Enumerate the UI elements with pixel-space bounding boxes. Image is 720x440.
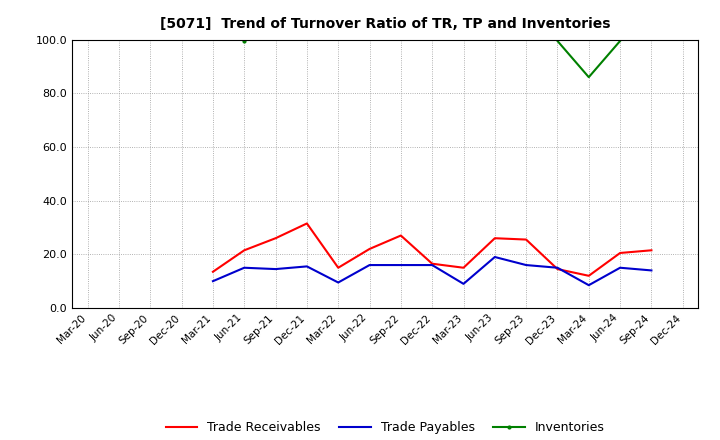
Trade Payables	[209, 279, 217, 284]
Trade Payables	[302, 264, 311, 269]
Trade Payables	[522, 262, 531, 268]
Line: Trade Receivables: Trade Receivables	[213, 224, 652, 276]
Trade Payables	[647, 268, 656, 273]
Trade Receivables	[553, 267, 562, 272]
Trade Payables	[585, 282, 593, 288]
Trade Payables	[553, 265, 562, 270]
Trade Payables	[271, 267, 280, 272]
Trade Receivables	[616, 250, 624, 256]
Trade Receivables	[209, 269, 217, 275]
Title: [5071]  Trend of Turnover Ratio of TR, TP and Inventories: [5071] Trend of Turnover Ratio of TR, TP…	[160, 18, 611, 32]
Trade Payables	[365, 262, 374, 268]
Line: Trade Payables: Trade Payables	[213, 257, 652, 285]
Trade Receivables	[647, 248, 656, 253]
Trade Receivables	[522, 237, 531, 242]
Trade Receivables	[365, 246, 374, 252]
Trade Receivables	[428, 261, 436, 266]
Trade Payables	[334, 280, 343, 285]
Trade Payables	[428, 262, 436, 268]
Trade Payables	[616, 265, 624, 270]
Trade Receivables	[302, 221, 311, 226]
Trade Receivables	[271, 235, 280, 241]
Trade Receivables	[240, 248, 248, 253]
Trade Payables	[240, 265, 248, 270]
Trade Receivables	[397, 233, 405, 238]
Trade Receivables	[334, 265, 343, 270]
Trade Receivables	[459, 265, 468, 270]
Trade Payables	[490, 254, 499, 260]
Trade Receivables	[490, 235, 499, 241]
Legend: Trade Receivables, Trade Payables, Inventories: Trade Receivables, Trade Payables, Inven…	[161, 416, 610, 439]
Trade Payables	[459, 281, 468, 286]
Trade Payables	[397, 262, 405, 268]
Trade Receivables	[585, 273, 593, 279]
